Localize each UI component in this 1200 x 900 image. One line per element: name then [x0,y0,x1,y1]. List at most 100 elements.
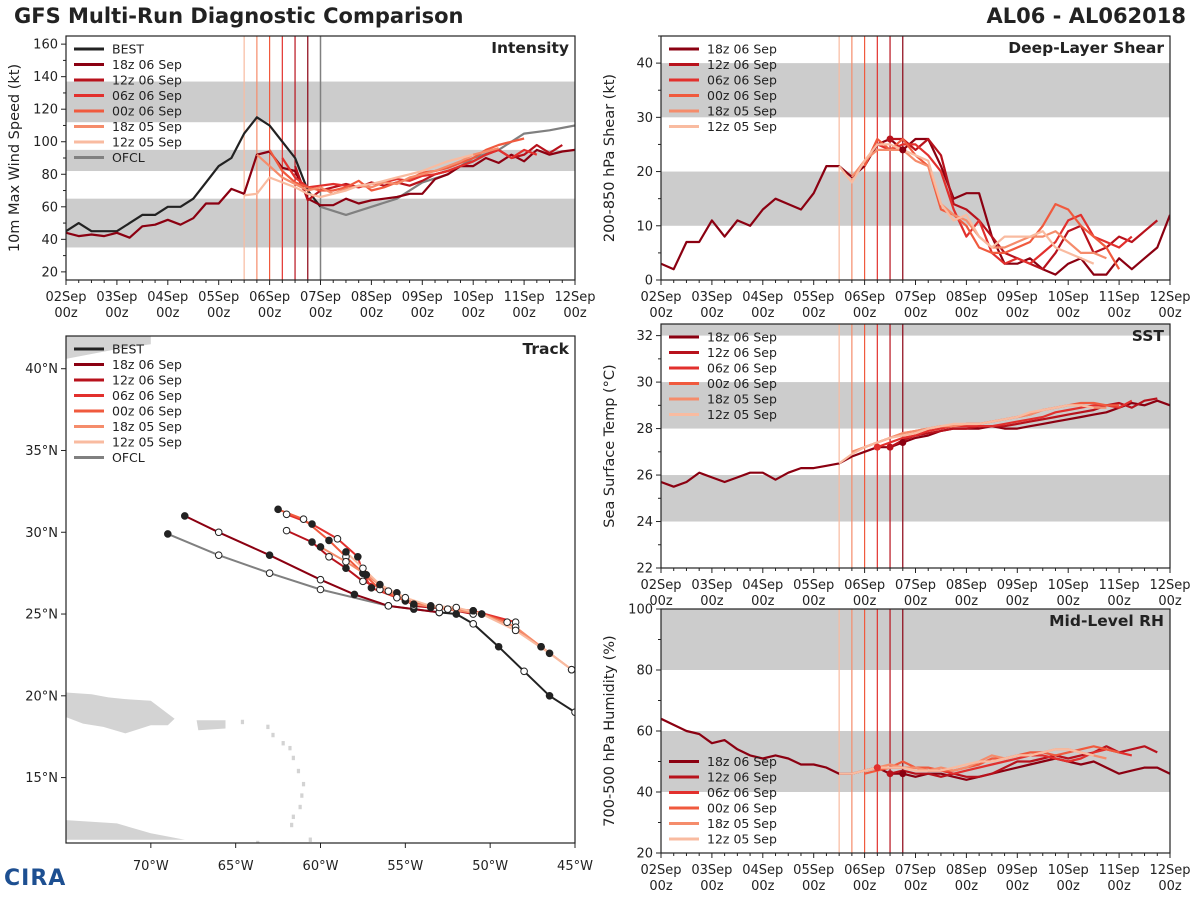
track-point-ofcl [164,530,172,538]
track-point-12z-05-sep [511,626,520,635]
sst-ytick-label-30: 30 [636,376,653,391]
sst-xtick-hour-5: 00z [904,594,928,609]
shear-xtick-hour-9: 00z [1107,306,1131,321]
sst-xtick-day-8: 10Sep [1048,578,1089,593]
track-point-06z-06-sep [393,593,401,602]
rh-init-dot-12z-06-sep [886,770,894,778]
rh-series-18z-06-sep [661,717,1170,781]
shear-xtick-hour-8: 00z [1057,306,1081,321]
track-ytick-label-4: 35°N [25,444,58,459]
shear-xtick-hour-0: 00z [649,306,673,321]
track-xtick-label-4: 50°W [472,859,508,874]
intensity-xtick-hour-10: 00z [563,306,587,321]
sst-xtick-hour-8: 00z [1057,594,1081,609]
track-point-06z-06-sep [354,552,362,561]
shear-ytick-label-10: 10 [636,219,653,234]
island-8 [300,793,304,798]
sst-xtick-hour-6: 00z [955,594,979,609]
shear-plot-area [661,36,1170,280]
sst-ytick-label-32: 32 [636,329,653,344]
intensity-xtick-day-1: 03Sep [96,290,137,305]
shear-series-06z-06-sep [876,143,1133,265]
intensity-series-06z-06-sep [281,148,538,189]
track-best-extension [574,712,575,714]
rh-band-1 [661,609,1170,670]
shear-series-18z-06-sep [661,137,1170,276]
intensity-legend-label-18z-06-sep: 18z 06 Sep [112,57,182,72]
shear-xtick-hour-2: 00z [751,306,775,321]
track-point-18z-06-sep [180,512,189,520]
shear-ytick-label-0: 0 [645,274,653,289]
sst-xtick-day-2: 04Sep [742,578,783,593]
intensity-xtick-day-10: 12Sep [554,290,595,305]
chart-shear: 01020304002Sep00z03Sep00z04Sep00z05Sep00… [602,35,1191,321]
chart-intensity: 2040608010012014016002Sep00z03Sep00z04Se… [7,35,596,321]
shear-legend-label-00z-06-sep: 00z 06 Sep [707,88,777,103]
sst-xtick-day-6: 08Sep [946,578,987,593]
rh-init-dot-06z-06-sep [873,764,881,772]
sst-ytick-label-28: 28 [636,422,653,437]
intensity-xtick-hour-4: 00z [258,306,282,321]
track-point-06z-06-sep [333,535,342,543]
rh-xtick-day-2: 04Sep [742,863,783,878]
shear-band-0 [661,171,1170,226]
track-xtick-label-0: 70°W [133,859,169,874]
intensity-xtick-hour-9: 00z [512,306,536,321]
sst-plot-area [661,324,1170,568]
rh-xtick-day-10: 12Sep [1149,863,1190,878]
land-mass-2 [196,720,226,731]
track-xtick-label-3: 55°W [387,859,423,874]
track-point-18z-05-sep [362,570,371,579]
rh-xtick-hour-3: 00z [802,879,826,894]
shear-xtick-hour-1: 00z [700,306,724,321]
sst-legend-label-18z-05-sep: 18z 05 Sep [707,392,777,407]
rh-xtick-day-8: 10Sep [1048,863,1089,878]
intensity-xtick-hour-1: 00z [105,306,129,321]
chart-sst: 22242628303202Sep00z03Sep00z04Sep00z05Se… [602,323,1191,609]
rh-ytick-label-20: 20 [636,847,653,862]
intensity-series-best [66,116,322,233]
rh-xtick-day-6: 08Sep [946,863,987,878]
track-point-ofcl [214,551,223,559]
intensity-legend-label-12z-06-sep: 12z 06 Sep [112,73,182,88]
shear-init-dot-18z-06-sep [899,146,907,154]
sst-xtick-hour-9: 00z [1107,594,1131,609]
rh-xtick-hour-0: 00z [649,879,673,894]
sst-xtick-hour-2: 00z [751,594,775,609]
track-point-ofcl [265,569,274,577]
island-6 [296,768,301,774]
intensity-xtick-hour-8: 00z [462,306,486,321]
rh-xtick-hour-8: 00z [1057,879,1081,894]
intensity-ylabel: 10m Max Wind Speed (kt) [7,64,23,252]
intensity-ytick-label-20: 20 [41,265,58,280]
intensity-legend-label-ofcl: OFCL [112,150,145,165]
shear-xtick-hour-10: 00z [1158,306,1182,321]
track-point-12z-05-sep [452,603,461,612]
shear-xtick-hour-6: 00z [955,306,979,321]
track-series-06z-06-sep [286,513,516,624]
sst-init-dot-06z-06-sep [873,443,881,451]
track-point-12z-05-sep [545,649,554,658]
intensity-legend-label-18z-05-sep: 18z 05 Sep [112,119,182,134]
rh-xtick-hour-5: 00z [904,879,928,894]
track-series-18z-06-sep [184,514,440,614]
intensity-xtick-day-9: 11Sep [504,290,545,305]
shear-legend-label-06z-06-sep: 06z 06 Sep [707,73,777,88]
track-xtick-label-5: 45°W [557,859,593,874]
track-point-18z-05-sep [342,557,350,566]
track-ytick-label-1: 20°N [25,689,58,704]
sst-xtick-hour-3: 00z [802,594,826,609]
intensity-legend-label-06z-06-sep: 06z 06 Sep [112,88,182,103]
track-xtick-label-1: 65°W [218,859,254,874]
shear-xtick-hour-7: 00z [1006,306,1030,321]
island-1 [266,724,270,730]
rh-legend-label-06z-06-sep: 06z 06 Sep [707,785,777,800]
chart-track: 70°W 65°W 60°W 55°W 50°W 45°W 15°N 20°N 25°N 30°N… [25,335,593,874]
rh-legend-label-12z-06-sep: 12z 06 Sep [707,770,777,785]
shear-series-00z-06-sep [863,137,1121,270]
rh-legend-label-12z-05-sep: 12z 05 Sep [707,832,777,847]
track-point-best [452,610,461,618]
intensity-xtick-hour-0: 00z [54,306,78,321]
track-panel-title: Track [523,340,570,358]
